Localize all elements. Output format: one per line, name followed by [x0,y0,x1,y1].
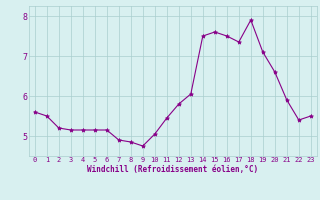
X-axis label: Windchill (Refroidissement éolien,°C): Windchill (Refroidissement éolien,°C) [87,165,258,174]
